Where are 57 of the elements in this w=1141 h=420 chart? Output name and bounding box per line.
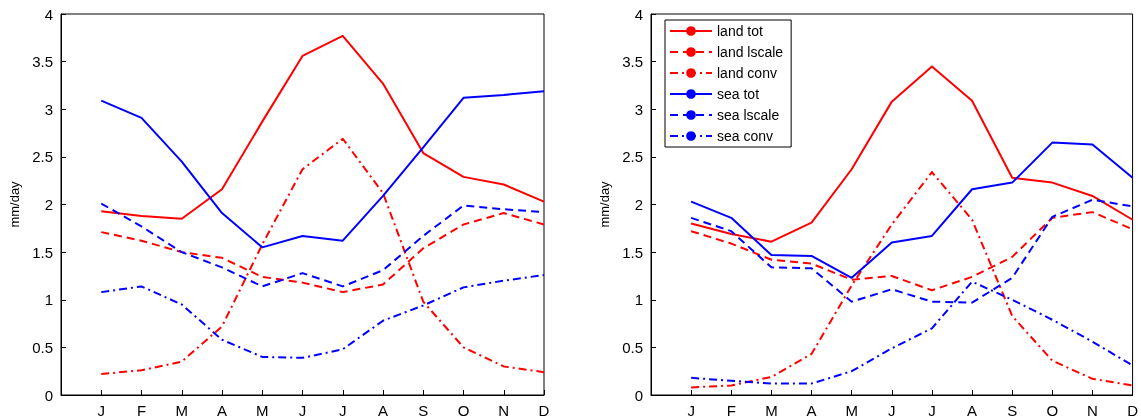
x-tick-label: N [498, 402, 510, 419]
y-tick-label: 0 [44, 386, 53, 404]
y-axis-title: mm/day [597, 180, 613, 228]
x-tick-label: J [97, 402, 105, 419]
y-tick-label: 1 [634, 291, 643, 309]
line-series [100, 90, 545, 249]
x-tick-label: M [845, 402, 858, 419]
legend-label: land conv [717, 65, 777, 81]
y-tick-label: 2 [634, 196, 643, 213]
legend-label: sea lscale [717, 107, 780, 123]
x-tick-label: S [418, 402, 429, 419]
y-tick-label: 2.5 [32, 148, 53, 166]
legend-label: sea tot [717, 86, 760, 102]
y-tick-label: 4 [44, 5, 53, 23]
x-tick-label: A [216, 402, 228, 419]
y-tick-label: 3.5 [622, 53, 643, 71]
y-tick-label: 3 [44, 100, 53, 118]
x-tick-label: J [298, 402, 307, 419]
legend-label: sea conv [717, 128, 774, 144]
y-tick-label: 0 [634, 386, 643, 404]
legend-label: land lscale [717, 44, 784, 60]
x-tick-label: S [1007, 402, 1018, 419]
legend-label: land tot [717, 23, 764, 39]
x-tick-label: M [256, 402, 269, 419]
x-tick-label: A [967, 402, 978, 419]
x-tick-label: D [538, 402, 550, 419]
x-tick-label: O [457, 402, 470, 419]
y-tick-label: 0.5 [622, 338, 643, 356]
line-series [100, 34, 545, 220]
x-tick-label: O [1046, 402, 1059, 419]
x-tick-label: F [726, 402, 736, 419]
x-tick-label: M [765, 402, 778, 419]
y-tick-label: 4 [634, 5, 643, 23]
y-tick-label: 2.5 [622, 148, 643, 166]
x-tick-label: N [1087, 402, 1098, 419]
x-tick-label: J [928, 402, 936, 419]
x-tick-label: J [339, 402, 347, 419]
x-tick-label: F [136, 402, 147, 419]
x-tick-label: A [806, 402, 817, 419]
line-series [100, 137, 545, 376]
x-tick-label: A [377, 402, 389, 419]
y-tick-label: 3 [634, 100, 643, 118]
y-tick-label: 1 [44, 291, 53, 309]
x-tick-label: J [687, 402, 695, 419]
y-tick-label: 0.5 [32, 338, 53, 356]
y-tick-label: 1.5 [622, 243, 643, 261]
y-tick-label: 3.5 [32, 53, 53, 71]
x-tick-label: D [1127, 402, 1139, 419]
y-axis-title: mm/day [7, 180, 23, 228]
line-series [690, 141, 1134, 279]
line-series [690, 65, 1134, 243]
y-tick-label: 2 [44, 196, 53, 213]
x-tick-label: J [888, 402, 896, 419]
line-series [690, 171, 1134, 389]
y-tick-label: 1.5 [32, 243, 53, 261]
x-tick-label: M [175, 402, 188, 419]
line-series [100, 273, 545, 359]
